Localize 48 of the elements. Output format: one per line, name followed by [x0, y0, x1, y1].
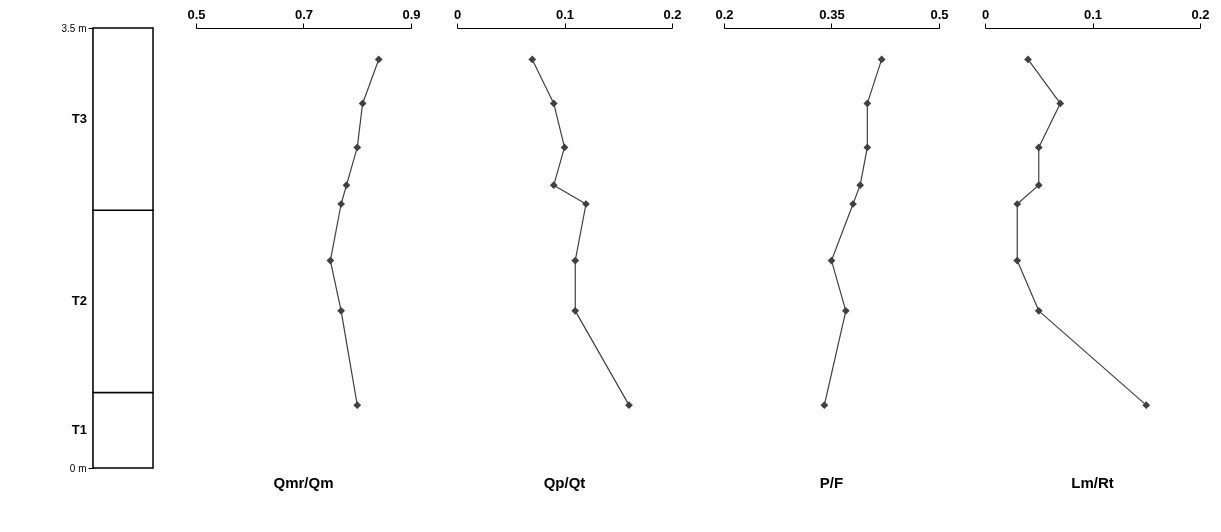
x-tick-label: 0 [453, 6, 462, 22]
y-tick-label: 0 m [69, 462, 87, 474]
point [342, 181, 351, 190]
x-tick-label: 0.2 [1191, 6, 1210, 22]
x-tick-label: 0.5 [187, 6, 206, 22]
point [353, 401, 362, 410]
point [856, 181, 865, 190]
x-tick-label: 0 [981, 6, 990, 22]
point [1056, 99, 1065, 108]
x-tick-label: 0.1 [1083, 6, 1103, 22]
x-tick-label: 0.2 [715, 6, 734, 22]
x-axis-title: Qp/Qt [543, 474, 586, 491]
point [358, 99, 367, 108]
point [863, 99, 872, 108]
x-tick-label: 0.35 [819, 6, 845, 22]
series-label: T1 [71, 422, 87, 438]
point [820, 401, 829, 410]
x-tick-label: 0.2 [663, 6, 682, 22]
point [353, 143, 362, 152]
x-axis-title: P/F [819, 474, 844, 491]
x-tick-label: 0.9 [402, 6, 421, 22]
point [877, 55, 886, 64]
point [374, 55, 383, 64]
point [528, 55, 537, 64]
x-axis-title: Qmr/Qm [273, 474, 334, 491]
point [549, 181, 558, 190]
point [841, 306, 850, 315]
point [1142, 401, 1151, 410]
point [326, 256, 335, 265]
point [1024, 55, 1032, 64]
point [1034, 143, 1043, 152]
point [1013, 256, 1022, 265]
point [337, 306, 345, 315]
point [1013, 200, 1022, 208]
x-tick-label: 0.5 [930, 6, 949, 22]
point [863, 143, 872, 152]
x-tick-label: 0.1 [555, 6, 575, 22]
point [549, 99, 558, 108]
x-tick-label: 0.7 [294, 6, 314, 22]
series-label: T3 [71, 111, 87, 127]
series-label: T2 [71, 293, 87, 309]
point [1034, 181, 1043, 190]
point [571, 256, 580, 265]
point [1034, 306, 1043, 315]
y-tick-label: 3.5 m [61, 22, 87, 34]
x-axis-title: Lm/Rt [1071, 474, 1114, 491]
point [571, 306, 580, 315]
point [625, 401, 633, 410]
